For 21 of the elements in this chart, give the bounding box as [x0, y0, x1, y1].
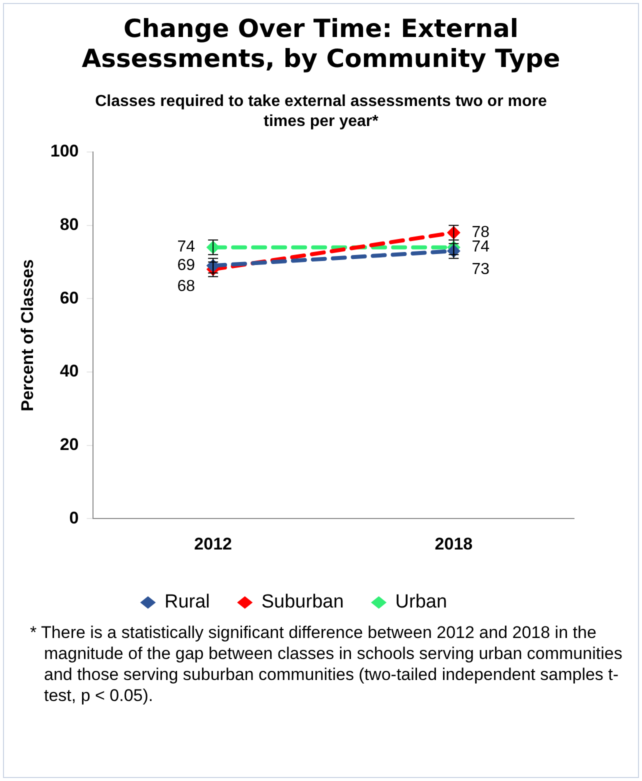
x-tick-label: 2012 — [194, 534, 232, 554]
legend-label: Urban — [395, 592, 448, 613]
chart-title: Change Over Time: External Assessments, by Community Type — [80, 14, 562, 74]
legend-label: Suburban — [261, 592, 344, 613]
data-label: 68 — [177, 278, 196, 296]
x-tick-label: 2018 — [434, 534, 473, 554]
data-label: 74 — [472, 238, 490, 256]
text: * There is a statistically significant difference between 2012 and 2018 in the magnitude of the gap between classes in schools serving urban communities and those serving suburban communities (two-tailed independent samples t-test, p < 0.05). — [30, 622, 624, 706]
chart-subtitle: Classes required to take external assessments two or more times per year* — [94, 92, 548, 132]
y-tick-label: 60 — [60, 288, 79, 308]
y-tick-label: 100 — [50, 142, 79, 161]
data-label: 78 — [472, 224, 490, 242]
y-tick-label: 40 — [60, 362, 79, 381]
legend-label: Rural — [164, 592, 210, 613]
data-label: 69 — [177, 257, 196, 274]
y-axis-title: Percent of Classes — [18, 259, 37, 412]
data-label: 74 — [177, 238, 196, 256]
y-tick-label: 80 — [60, 215, 79, 234]
data-label: 73 — [472, 261, 490, 278]
y-tick-label: 0 — [69, 508, 79, 528]
y-tick-label: 20 — [60, 434, 79, 454]
